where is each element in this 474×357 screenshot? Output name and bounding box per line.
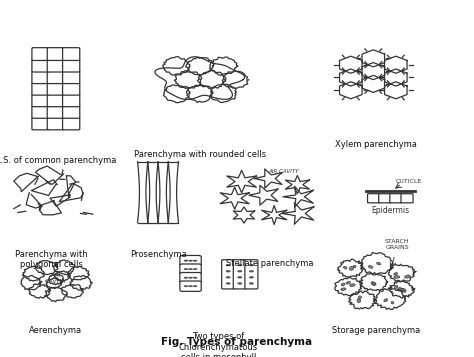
Ellipse shape [358, 296, 361, 299]
Ellipse shape [346, 282, 350, 284]
FancyBboxPatch shape [233, 260, 246, 289]
FancyBboxPatch shape [63, 48, 80, 60]
Ellipse shape [394, 285, 398, 288]
Text: Xylem parenchyma: Xylem parenchyma [336, 140, 417, 150]
Ellipse shape [184, 286, 188, 287]
Ellipse shape [349, 266, 354, 270]
Ellipse shape [249, 271, 254, 272]
Ellipse shape [184, 260, 188, 261]
FancyBboxPatch shape [180, 256, 201, 266]
Ellipse shape [193, 286, 197, 287]
FancyBboxPatch shape [222, 260, 235, 289]
FancyBboxPatch shape [401, 194, 413, 203]
FancyBboxPatch shape [63, 71, 80, 84]
FancyBboxPatch shape [180, 281, 201, 291]
FancyBboxPatch shape [63, 59, 80, 72]
Text: CUTICLE: CUTICLE [396, 179, 422, 184]
Ellipse shape [344, 266, 347, 269]
Text: Aerenchyma: Aerenchyma [29, 326, 82, 335]
Text: Parenchyma with rounded cells: Parenchyma with rounded cells [134, 150, 266, 159]
Ellipse shape [189, 268, 192, 270]
Ellipse shape [184, 277, 188, 278]
Ellipse shape [401, 288, 406, 292]
Ellipse shape [226, 265, 230, 266]
FancyBboxPatch shape [63, 117, 80, 130]
Ellipse shape [373, 283, 375, 285]
FancyBboxPatch shape [47, 94, 64, 107]
Ellipse shape [354, 265, 356, 267]
Ellipse shape [237, 265, 242, 266]
FancyBboxPatch shape [47, 59, 64, 72]
FancyBboxPatch shape [367, 194, 380, 203]
Ellipse shape [249, 265, 254, 266]
Ellipse shape [249, 277, 254, 278]
FancyBboxPatch shape [32, 71, 49, 84]
Ellipse shape [237, 277, 242, 278]
FancyBboxPatch shape [47, 82, 64, 95]
FancyBboxPatch shape [63, 94, 80, 107]
Text: AIR
CAVITY: AIR CAVITY [45, 273, 67, 284]
Ellipse shape [189, 260, 192, 261]
Text: L.S. of common parenchyma: L.S. of common parenchyma [0, 156, 116, 165]
FancyBboxPatch shape [32, 117, 49, 130]
Text: Two types of
Chlorenchymatous
cells in mesophyll: Two types of Chlorenchymatous cells in m… [179, 332, 258, 357]
Ellipse shape [357, 299, 361, 302]
Ellipse shape [237, 283, 242, 284]
Ellipse shape [237, 271, 242, 272]
Text: STARCH
GRAINS: STARCH GRAINS [385, 239, 410, 250]
FancyBboxPatch shape [245, 260, 258, 289]
Ellipse shape [405, 275, 410, 278]
Ellipse shape [193, 260, 197, 261]
Ellipse shape [394, 276, 400, 278]
Ellipse shape [189, 277, 192, 278]
Ellipse shape [193, 268, 197, 270]
Ellipse shape [398, 288, 405, 291]
FancyBboxPatch shape [47, 117, 64, 130]
Ellipse shape [394, 273, 398, 275]
Ellipse shape [189, 286, 192, 287]
FancyBboxPatch shape [390, 194, 402, 203]
Ellipse shape [184, 268, 188, 270]
FancyBboxPatch shape [379, 194, 391, 203]
Text: Parenchyma with
polygonal cells: Parenchyma with polygonal cells [15, 250, 88, 270]
FancyBboxPatch shape [47, 105, 64, 118]
Text: Storage parenchyma: Storage parenchyma [332, 326, 420, 335]
Ellipse shape [341, 283, 345, 286]
FancyBboxPatch shape [32, 48, 49, 60]
FancyBboxPatch shape [63, 82, 80, 95]
FancyBboxPatch shape [32, 105, 49, 118]
FancyBboxPatch shape [32, 59, 49, 72]
Text: Epidermis: Epidermis [371, 206, 410, 215]
Text: Prosenchyma: Prosenchyma [130, 250, 186, 259]
Ellipse shape [384, 299, 388, 302]
Ellipse shape [377, 262, 381, 265]
Ellipse shape [249, 283, 254, 284]
Ellipse shape [226, 283, 230, 284]
FancyBboxPatch shape [180, 264, 201, 274]
Ellipse shape [226, 277, 230, 278]
FancyBboxPatch shape [63, 105, 80, 118]
Text: Fig. Types of parenchyma: Fig. Types of parenchyma [162, 337, 312, 347]
FancyBboxPatch shape [180, 272, 201, 283]
Ellipse shape [193, 277, 197, 278]
FancyBboxPatch shape [32, 94, 49, 107]
Ellipse shape [226, 271, 230, 272]
Ellipse shape [341, 288, 346, 290]
Text: AIR CAVITY: AIR CAVITY [268, 169, 299, 174]
FancyBboxPatch shape [32, 82, 49, 95]
FancyBboxPatch shape [47, 48, 64, 60]
Ellipse shape [391, 301, 394, 304]
Ellipse shape [398, 288, 401, 290]
Ellipse shape [371, 282, 376, 285]
Ellipse shape [350, 284, 355, 286]
Text: Stellate parenchyma: Stellate parenchyma [226, 259, 313, 268]
Ellipse shape [368, 266, 373, 268]
FancyBboxPatch shape [47, 71, 64, 84]
